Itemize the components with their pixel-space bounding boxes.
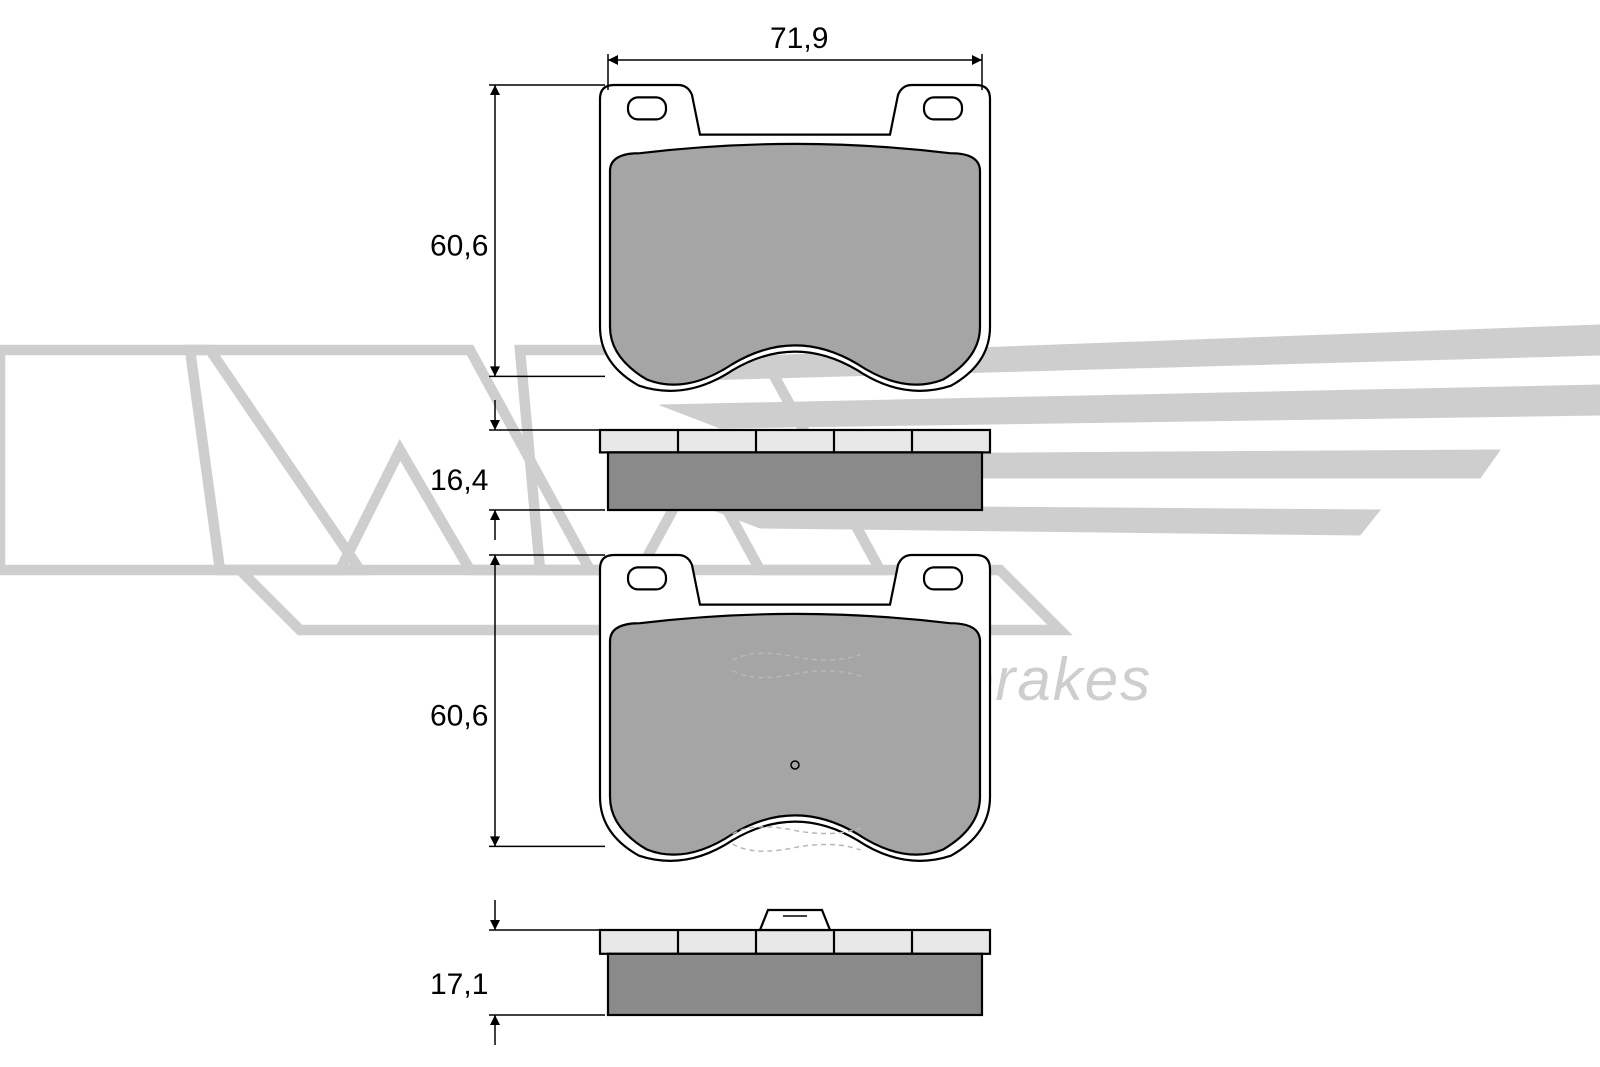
technical-drawing bbox=[600, 85, 990, 1015]
dimension-label: 60,6 bbox=[430, 700, 488, 733]
dimension-label: 60,6 bbox=[430, 230, 488, 263]
dimension-label: 71,9 bbox=[770, 22, 828, 55]
brake-pad-front-1 bbox=[600, 85, 990, 391]
dimension-label: 16,4 bbox=[430, 464, 488, 497]
brake-pad-front-2 bbox=[600, 555, 990, 861]
brake-pad-edge-2 bbox=[600, 910, 990, 1015]
dimension-label: 17,1 bbox=[430, 968, 488, 1001]
brake-pad-edge-1 bbox=[600, 430, 990, 510]
